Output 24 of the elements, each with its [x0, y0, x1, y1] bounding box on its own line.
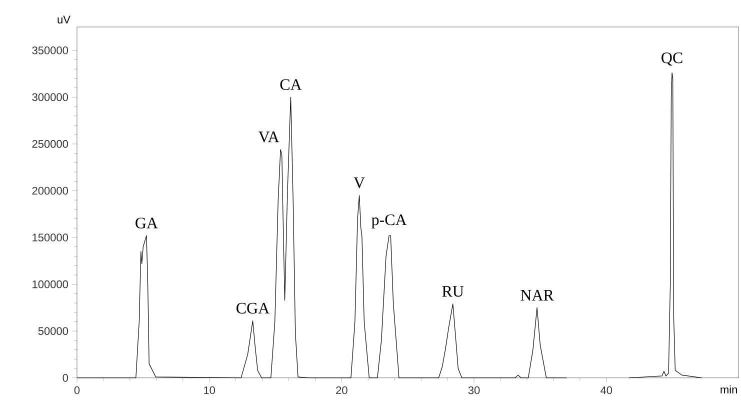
- annotation: RU: [442, 286, 464, 297]
- annotation: CA: [280, 79, 302, 90]
- annotation: VA: [258, 132, 280, 142]
- annotation: GA: [136, 218, 158, 229]
- y-tick-label: 150000: [32, 234, 68, 242]
- x-tick-label: 0: [74, 386, 80, 394]
- y-axis-title: uV: [58, 16, 70, 24]
- x-tick-label: 40: [600, 386, 612, 394]
- y-tick-label: 350000: [32, 46, 68, 54]
- annotation: CGA: [236, 302, 270, 314]
- annotation: p-CA: [372, 214, 407, 229]
- y-tick-label: 50000: [38, 327, 68, 336]
- annotation: V: [354, 178, 365, 188]
- x-axis-title: min: [720, 385, 737, 394]
- y-tick-label: 250000: [32, 140, 68, 148]
- annotation: QC: [662, 52, 682, 66]
- y-tick-label: 0: [62, 374, 68, 382]
- x-tick-label: 30: [468, 386, 480, 394]
- y-tick-label: 300000: [32, 93, 68, 102]
- y-tick-label: 200000: [32, 186, 68, 195]
- y-tick-label: 100000: [32, 280, 68, 288]
- x-tick-label: 10: [204, 386, 216, 394]
- annotation: NAR: [520, 290, 554, 301]
- x-tick-label: 20: [336, 386, 348, 394]
